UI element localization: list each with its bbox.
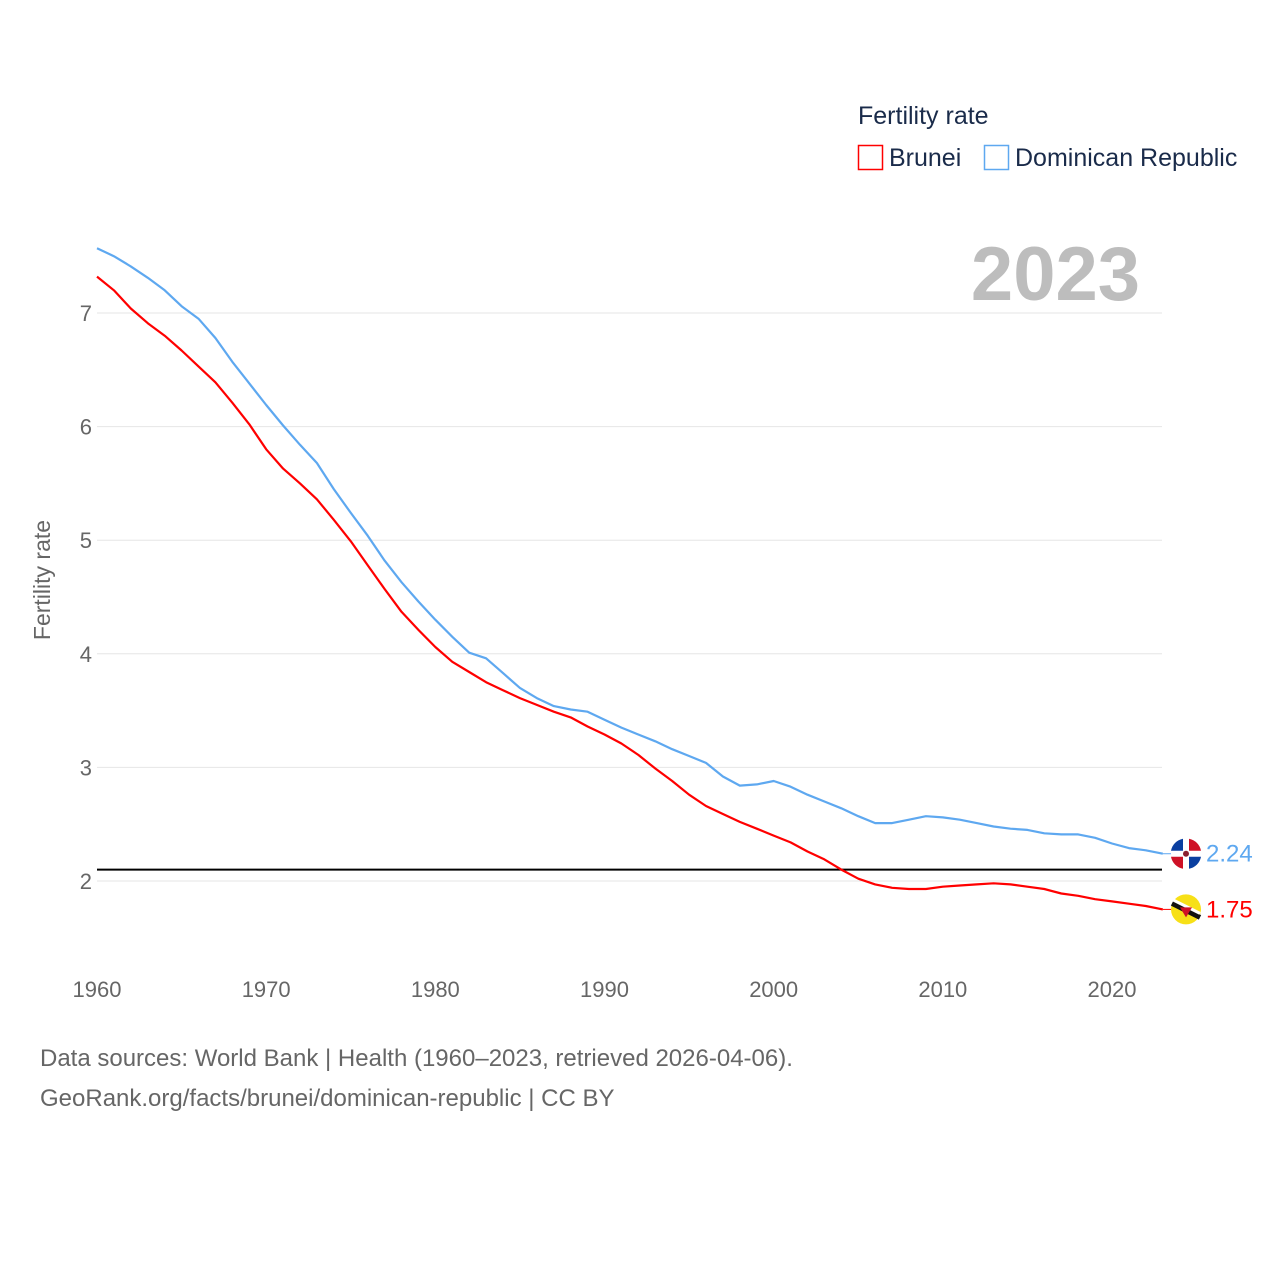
y-tick-label: 7 <box>80 301 92 326</box>
x-tick-label: 2020 <box>1088 977 1137 1002</box>
dominican-republic-flag-icon <box>1171 838 1201 869</box>
year-label: 2023 <box>971 232 1140 317</box>
series-line-brunei <box>96 275 1164 911</box>
gridlines <box>97 312 1162 882</box>
brunei-flag-icon <box>1170 894 1202 925</box>
x-tick-label: 2010 <box>918 977 967 1002</box>
x-tick-label: 1970 <box>242 977 291 1002</box>
y-tick-label: 3 <box>80 755 92 780</box>
x-axis-ticks: 1960 1970 1980 1990 2000 2010 2020 <box>73 977 1137 1002</box>
x-tick-label: 1960 <box>73 977 122 1002</box>
y-axis-label: Fertility rate <box>29 520 55 640</box>
legend-swatch-brunei <box>857 144 884 171</box>
y-tick-label: 4 <box>80 642 92 667</box>
footer-attribution[interactable]: GeoRank.org/facts/brunei/dominican-repub… <box>40 1085 615 1112</box>
y-axis-ticks: 2 3 4 5 6 7 <box>80 301 92 894</box>
footer-source: Data sources: World Bank | Health (1960–… <box>40 1045 793 1072</box>
end-value-label-brunei: 1.75 <box>1206 896 1253 923</box>
series-lines <box>96 247 1164 911</box>
legend-label-brunei: Brunei <box>889 144 961 172</box>
x-tick-label: 2000 <box>749 977 798 1002</box>
y-tick-label: 5 <box>80 528 92 553</box>
x-tick-label: 1990 <box>580 977 629 1002</box>
legend-label-dominican-republic: Dominican Republic <box>1015 144 1237 172</box>
y-tick-label: 2 <box>80 869 92 894</box>
legend-item-dominican-republic[interactable]: Dominican Republic <box>983 144 1238 172</box>
legend-swatch-dominican-republic <box>983 144 1010 171</box>
x-tick-label: 1980 <box>411 977 460 1002</box>
y-tick-label: 6 <box>80 415 92 440</box>
series-end-markers: 1.75 2.24 <box>1162 838 1253 925</box>
series-line-dominican-republic <box>96 247 1164 855</box>
legend-item-brunei[interactable]: Brunei <box>857 144 962 172</box>
legend-title: Fertility rate <box>858 102 989 130</box>
end-value-label-dominican-republic: 2.24 <box>1206 841 1253 868</box>
